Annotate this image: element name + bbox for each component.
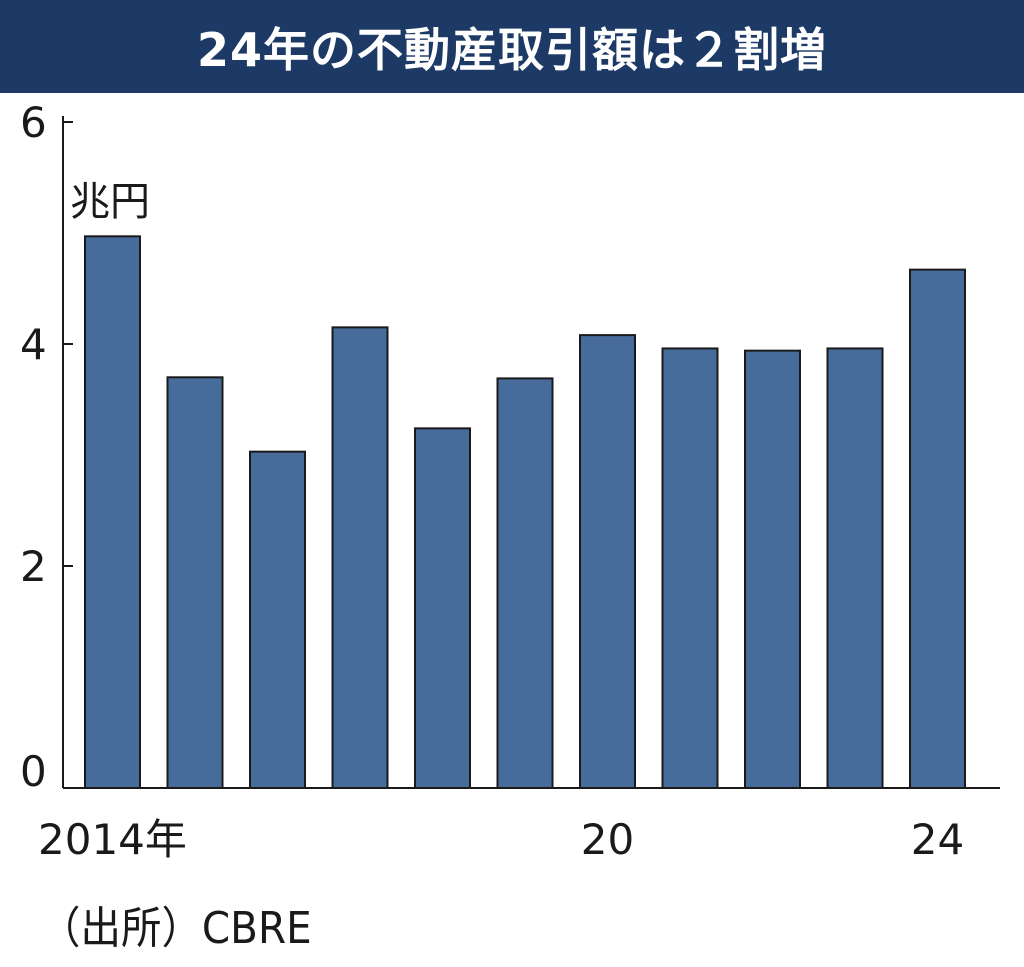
chart-title: 24年の不動産取引額は２割増 xyxy=(196,22,827,77)
y-tick-label-6: 6 xyxy=(20,98,47,147)
x-tick-label-2024: 24 xyxy=(911,815,964,864)
y-tick-label-4: 4 xyxy=(20,320,47,369)
bar-2018 xyxy=(414,427,471,789)
bar-2019 xyxy=(496,377,554,789)
axis-layer xyxy=(62,116,1000,789)
bar-2014 xyxy=(84,235,141,789)
bar-2021 xyxy=(661,347,719,789)
source-note: （出所）CBRE xyxy=(40,903,312,954)
bar-2016 xyxy=(249,450,306,789)
bar-2020 xyxy=(579,334,636,789)
unit-label: 兆円 xyxy=(70,179,150,225)
bar-2015 xyxy=(166,376,224,789)
y-tick-label-2: 2 xyxy=(20,542,47,591)
bar-2017 xyxy=(331,326,389,789)
x-tick-label-2014: 2014年 xyxy=(38,815,187,864)
x-tick-label-2020: 20 xyxy=(581,815,634,864)
bars-layer xyxy=(84,235,966,789)
bar-2023 xyxy=(826,347,884,789)
bar-2024 xyxy=(909,268,966,789)
title-banner: 24年の不動産取引額は２割増 xyxy=(0,0,1024,93)
bar-2022 xyxy=(744,349,801,789)
y-tick-label-0: 0 xyxy=(20,747,47,796)
